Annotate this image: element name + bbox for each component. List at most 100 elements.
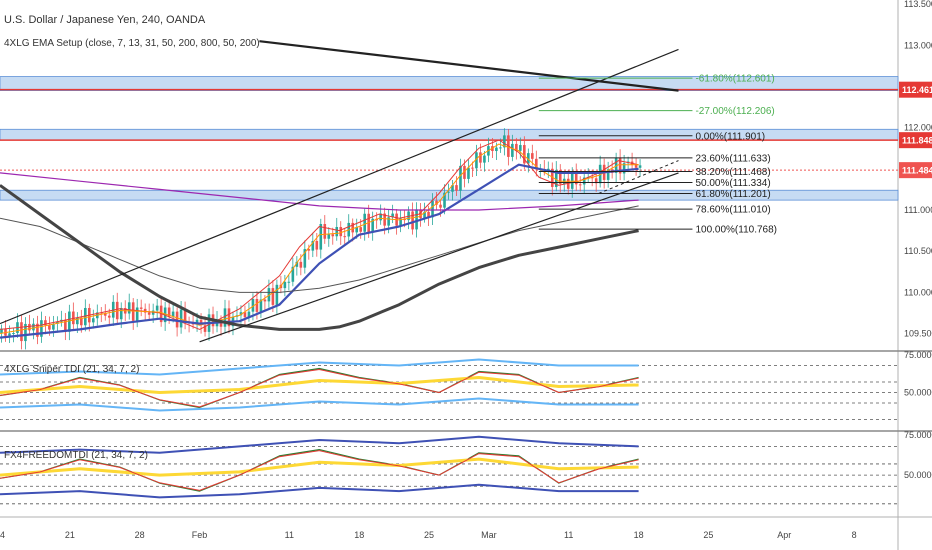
candle-body xyxy=(28,323,31,331)
candle-body xyxy=(20,322,23,342)
time-tick-label: Feb xyxy=(192,530,208,540)
tdi-tick-label: 75.0000 xyxy=(904,350,932,360)
candle-body xyxy=(76,317,79,325)
price-tick-label: 113.500 xyxy=(904,0,932,9)
candle-body xyxy=(427,211,430,218)
candle-body xyxy=(295,261,299,267)
candle-body xyxy=(56,321,59,324)
sniper-tdi-label: 4XLG Sniper TDI (21, 34, 7, 2) xyxy=(4,364,140,375)
candle-body xyxy=(423,211,426,219)
candle-body xyxy=(443,192,446,208)
candle-body xyxy=(303,249,307,268)
ema-line xyxy=(0,184,639,331)
candle-body xyxy=(68,311,71,332)
candle-body xyxy=(48,325,51,330)
candle-body xyxy=(52,323,55,330)
candle-body xyxy=(387,217,390,226)
fib-level-label: -27.00%(112.206) xyxy=(695,106,774,117)
candle-body xyxy=(44,320,47,326)
candle-body xyxy=(147,312,151,315)
candle-body xyxy=(483,155,486,163)
ema-line xyxy=(0,172,639,211)
candle-body xyxy=(606,169,610,180)
candle-body xyxy=(36,323,39,337)
indicator-label: 4XLG EMA Setup (close, 7, 13, 31, 50, 20… xyxy=(4,38,260,49)
candle-body xyxy=(523,145,526,164)
candle-body xyxy=(259,299,263,312)
candle-body xyxy=(598,164,602,184)
fib-level-label: 61.80%(111.201) xyxy=(695,189,770,200)
candle-body xyxy=(622,163,626,174)
candle-body xyxy=(203,325,207,332)
candle-body xyxy=(307,249,311,251)
candle-body xyxy=(594,178,598,184)
candle-body xyxy=(139,307,143,309)
time-tick-label: Mar xyxy=(481,530,497,540)
candle-body xyxy=(435,200,438,205)
candle-body xyxy=(195,319,199,324)
candle-body xyxy=(471,167,474,169)
candle-body xyxy=(475,152,478,169)
candle-body xyxy=(263,299,267,302)
candle-body xyxy=(311,241,315,251)
candle-body xyxy=(367,213,370,233)
candle-body xyxy=(227,308,231,327)
price-tick-label: 112.000 xyxy=(904,123,932,133)
candle-body xyxy=(574,171,578,185)
price-label-text: 111.484 xyxy=(902,166,932,176)
candle-body xyxy=(107,315,111,318)
candle-body xyxy=(91,318,95,323)
candle-body xyxy=(283,281,287,289)
resistance-zone xyxy=(0,76,899,91)
candle-body xyxy=(84,307,87,326)
tdi-tick-label: 50.0000 xyxy=(904,470,932,480)
time-tick-label: Apr xyxy=(777,530,791,540)
candle-body xyxy=(119,308,123,320)
candle-body xyxy=(527,153,530,164)
candle-body xyxy=(570,171,574,189)
candle-body xyxy=(323,224,327,239)
candle-body xyxy=(459,165,462,191)
ema-line xyxy=(0,139,639,330)
candle-body xyxy=(327,234,331,239)
candle-body xyxy=(319,224,323,250)
candle-body xyxy=(127,302,131,314)
price-label-box xyxy=(899,81,932,98)
candle-body xyxy=(103,313,107,316)
candle-body xyxy=(415,209,418,230)
tdi-tick-label: 75.0000 xyxy=(904,430,932,440)
tdi-line xyxy=(0,376,639,394)
time-tick-label: 11 xyxy=(285,530,294,540)
candle-body xyxy=(391,213,394,218)
candle-body xyxy=(351,222,355,233)
candle-body xyxy=(634,165,638,168)
time-tick-label: 21 xyxy=(65,530,75,540)
fib-level-label: 23.60%(111.633) xyxy=(695,153,770,164)
fib-level-label: 78.60%(111.010) xyxy=(695,205,770,216)
ema-line xyxy=(0,163,639,339)
candle-body xyxy=(331,234,335,237)
trendline xyxy=(0,48,679,325)
trendline xyxy=(259,40,679,92)
candle-body xyxy=(439,204,442,208)
candle-body xyxy=(339,226,343,237)
candle-body xyxy=(80,317,83,326)
candle-body xyxy=(638,165,642,168)
candle-body xyxy=(467,167,470,179)
tdi-tick-label: 50.0000 xyxy=(904,388,932,398)
candle-body xyxy=(291,266,295,282)
candle-body xyxy=(287,281,291,283)
candle-body xyxy=(515,143,518,151)
candle-body xyxy=(531,153,534,159)
time-tick-label: 8 xyxy=(852,530,857,540)
candle-body xyxy=(239,312,243,316)
candle-body xyxy=(299,261,303,268)
candle-body xyxy=(431,200,434,218)
candle-body xyxy=(183,309,187,323)
candle-body xyxy=(503,135,506,148)
fib-level-label: 0.00%(111.901) xyxy=(695,131,765,142)
candle-body xyxy=(355,227,359,233)
candle-body xyxy=(72,311,75,325)
